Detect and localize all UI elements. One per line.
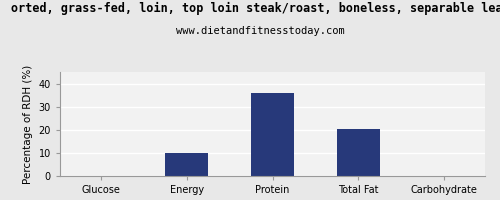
Y-axis label: Percentage of RDH (%): Percentage of RDH (%): [23, 64, 33, 184]
Bar: [251, 93, 294, 176]
Text: orted, grass-fed, loin, top loin steak/roast, boneless, separable lean: orted, grass-fed, loin, top loin steak/r…: [10, 2, 500, 15]
Text: www.dietandfitnesstoday.com: www.dietandfitnesstoday.com: [176, 26, 344, 36]
Bar: [165, 153, 208, 176]
Bar: [337, 129, 380, 176]
